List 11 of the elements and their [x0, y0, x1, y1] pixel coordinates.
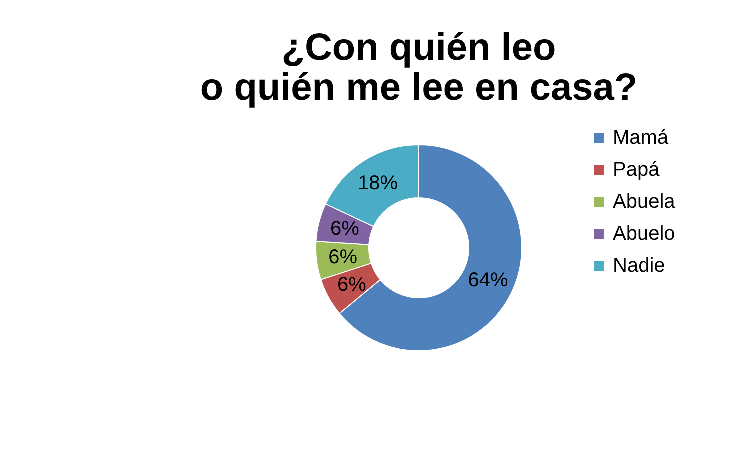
data-label: 18% [358, 172, 398, 194]
legend-label: Abuela [613, 191, 676, 213]
data-label: 6% [338, 274, 367, 296]
legend-label: Papá [613, 159, 661, 181]
legend-label: Nadie [613, 255, 666, 277]
legend-label: Abuelo [613, 223, 676, 245]
data-label: 6% [330, 218, 360, 240]
data-label: 64% [468, 270, 508, 292]
chart-title: ¿Con quién leo o quién me lee en casa? [200, 27, 638, 109]
legend-label: Mamá [613, 127, 670, 149]
data-label: 6% [328, 246, 358, 269]
